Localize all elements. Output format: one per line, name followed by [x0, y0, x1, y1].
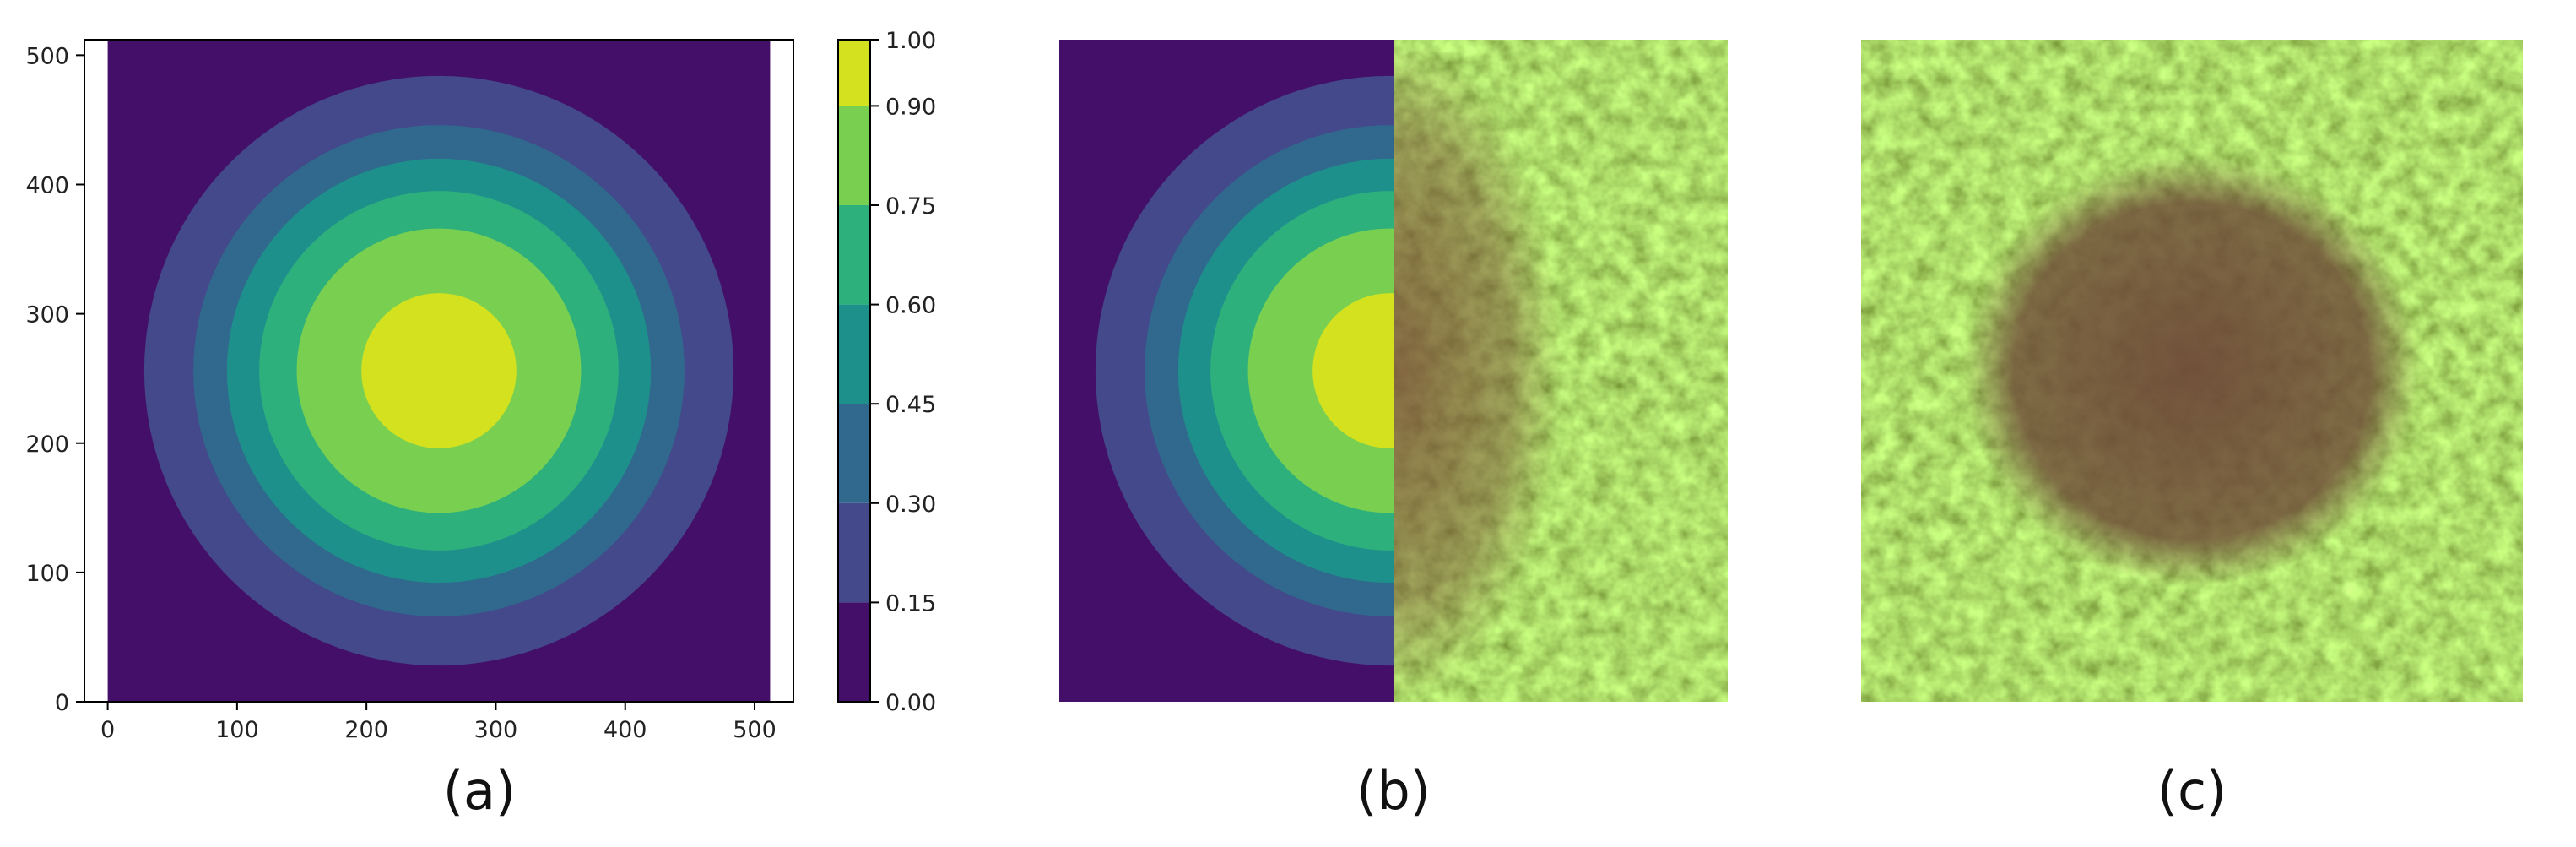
- plot-frame: [84, 39, 794, 703]
- y-tick-label: 500: [25, 43, 69, 69]
- contour-band-6: [1312, 293, 1394, 448]
- x-tick-label: 500: [733, 717, 777, 743]
- colorbar-tick-label: 1.00: [885, 28, 936, 54]
- colorbar-segment: [838, 602, 870, 702]
- panel-b-contour-texture-split: [1059, 40, 1728, 702]
- caption-a: (a): [442, 760, 517, 822]
- contour-bands: [107, 40, 771, 702]
- dirt-patch: [1964, 155, 2420, 586]
- y-axis: 0 100 200 300 400 500: [25, 43, 84, 716]
- caption-b: (b): [1356, 760, 1431, 822]
- y-tick-label: 0: [55, 690, 69, 716]
- colorbar-segment: [838, 205, 870, 305]
- colorbar: 0.00 0.15 0.30 0.45 0.60 0.75 0.90 1.00: [837, 28, 936, 716]
- colorbar-frame: [837, 39, 871, 703]
- colorbar-segment: [838, 304, 870, 404]
- panel-a-contour-plot: 0 100 200 300 400 500 0 100 200 300 400 500: [25, 39, 794, 743]
- colorbar-tick-label: 0.60: [885, 293, 936, 319]
- colorbar-segment: [838, 40, 870, 106]
- x-tick-label: 300: [474, 717, 518, 743]
- colorbar-segment: [838, 404, 870, 503]
- dirt-patch-half: [1394, 40, 1728, 702]
- y-tick-label: 100: [25, 561, 69, 587]
- x-tick-label: 0: [100, 717, 115, 743]
- colorbar-tick-label: 0.30: [885, 491, 936, 518]
- contour-half: [1059, 40, 1394, 702]
- colorbar-segment: [838, 502, 870, 603]
- caption-c: (c): [2157, 760, 2227, 822]
- colorbar-tick-label: 0.00: [885, 690, 936, 716]
- colorbar-tick-label: 0.75: [885, 193, 936, 220]
- y-tick-label: 300: [25, 302, 69, 328]
- y-tick-label: 400: [25, 173, 69, 199]
- y-tick-label: 200: [25, 432, 69, 458]
- contour-band-6: [361, 293, 517, 448]
- colorbar-tick-label: 0.45: [885, 392, 936, 418]
- panel-c-texture-image: [1861, 40, 2523, 702]
- colorbar-tick-label: 0.90: [885, 94, 936, 120]
- colorbar-segment: [838, 106, 870, 205]
- x-axis: 0 100 200 300 400 500: [100, 702, 777, 743]
- x-tick-label: 200: [344, 717, 388, 743]
- x-tick-label: 100: [215, 717, 259, 743]
- x-tick-label: 400: [603, 717, 647, 743]
- colorbar-tick-label: 0.15: [885, 590, 936, 616]
